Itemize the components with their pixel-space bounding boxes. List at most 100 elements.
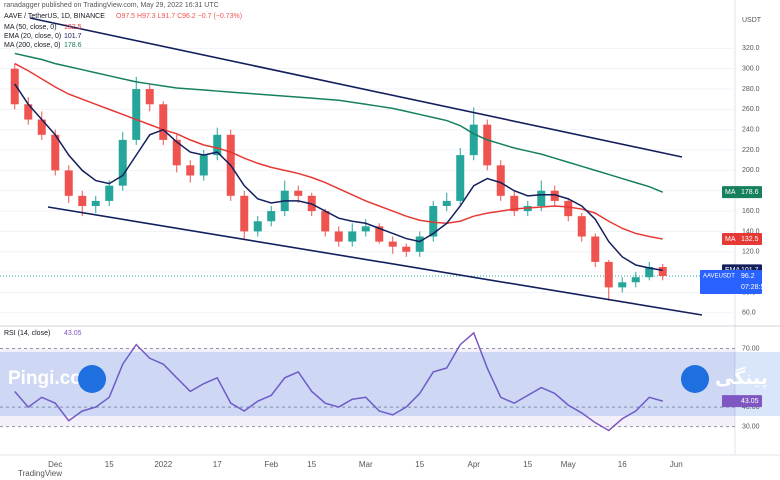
- candle-body: [240, 195, 249, 232]
- candle-body: [199, 155, 208, 176]
- candle-body: [577, 216, 586, 237]
- x-tick-label: Jun: [670, 460, 683, 469]
- badge-name: MA: [725, 189, 736, 196]
- candle-body: [321, 211, 330, 232]
- candle-body: [645, 267, 654, 278]
- x-tick-label: Apr: [468, 460, 481, 469]
- line-series: [14, 331, 663, 432]
- candle-body: [361, 226, 370, 232]
- ohlc: O97.5 H97.3 L91.7 C96.2 −0.7 (−0.73%): [116, 13, 242, 20]
- candle-body: [388, 241, 397, 247]
- price-badge: [722, 233, 762, 246]
- candle-body: [64, 170, 73, 196]
- y-tick-label: 70.00: [742, 345, 760, 352]
- candle-body: [564, 200, 573, 217]
- y-tick-label: 60.0: [742, 310, 756, 317]
- symbol: AAVE / TetherUS, 1D, BINANCE: [4, 13, 105, 20]
- y-tick-label: 320.0: [742, 45, 760, 52]
- candle-body: [10, 68, 19, 105]
- candle-body: [105, 185, 114, 201]
- x-tick-label: 15: [415, 460, 424, 469]
- candle-body: [159, 104, 168, 140]
- candle-body: [51, 134, 60, 171]
- last-price-badge: [700, 269, 762, 294]
- legend-value: 101.7: [64, 33, 82, 40]
- channel-upper: [29, 17, 683, 158]
- x-tick-label: 15: [307, 460, 316, 469]
- y-tick-label: 280.0: [742, 86, 760, 93]
- badge-value: 132.5: [741, 236, 759, 243]
- watermark-right-icon: [681, 365, 709, 393]
- candle-body: [334, 231, 343, 242]
- candle-body: [213, 134, 222, 156]
- price-badge: [722, 395, 762, 408]
- candle-body: [510, 195, 519, 212]
- candle-body: [550, 190, 559, 201]
- candle-body: [78, 195, 87, 206]
- x-tick-label: Dec: [48, 460, 62, 469]
- pane-title: RSI (14, close): [4, 330, 50, 337]
- unit: USDT: [742, 17, 762, 24]
- watermark-left-icon: [78, 365, 106, 393]
- candle-body: [145, 89, 154, 105]
- x-tick-label: 15: [523, 460, 532, 469]
- legend-value: 43.05: [64, 330, 82, 337]
- badge-value: 178.6: [741, 189, 759, 196]
- candle-body: [186, 165, 195, 176]
- line-series: [14, 52, 664, 193]
- candle-body: [604, 261, 613, 288]
- y-tick-label: 160.0: [742, 208, 760, 215]
- badge-name: MA: [725, 236, 736, 243]
- candle-body: [348, 231, 357, 242]
- channel-lower: [47, 206, 703, 316]
- legend-value: 178.6: [64, 42, 82, 49]
- candle-body: [172, 139, 181, 166]
- line-series: [14, 62, 663, 240]
- candle-body: [618, 282, 627, 288]
- candle-body: [415, 236, 424, 252]
- x-tick-label: Mar: [359, 460, 373, 469]
- candle-body: [118, 139, 127, 186]
- x-tick-label: 16: [618, 460, 627, 469]
- publisher: ranadagger published on TradingView.com,…: [4, 2, 219, 9]
- candle-body: [591, 236, 600, 262]
- y-tick-label: 30.00: [742, 423, 760, 430]
- legend-value: 132.5: [64, 24, 82, 31]
- y-tick-label: 120.0: [742, 249, 760, 256]
- symbol-badge: AAVEUSDT: [703, 274, 735, 280]
- rsi-band: [0, 348, 735, 427]
- x-tick-label: May: [561, 460, 576, 469]
- y-tick-label: 300.0: [742, 66, 760, 73]
- badge-value: 43.05: [741, 398, 759, 405]
- watermark-left: Pingi.co: [8, 368, 82, 389]
- price-badge: [722, 186, 762, 199]
- watermark-band: [0, 352, 780, 416]
- last-price: 96.2: [741, 273, 755, 280]
- x-tick-label: 2022: [154, 460, 172, 469]
- y-tick-label: 200.0: [742, 167, 760, 174]
- x-tick-label: 17: [213, 460, 222, 469]
- x-tick-label: 15: [105, 460, 114, 469]
- candle-body: [631, 277, 640, 283]
- candle-body: [537, 190, 546, 206]
- y-tick-label: 240.0: [742, 127, 760, 134]
- candle-body: [483, 124, 492, 166]
- candle-body: [375, 226, 384, 242]
- y-tick-label: 140.0: [742, 228, 760, 235]
- legend-entry: EMA (20, close, 0): [4, 33, 61, 40]
- candle-body: [402, 246, 411, 252]
- footer: TradingView: [18, 469, 62, 478]
- watermark-right: پینگی: [715, 366, 768, 389]
- countdown: 07:28:55: [741, 284, 768, 291]
- candle-body: [456, 155, 465, 201]
- candle-body: [429, 205, 438, 237]
- legend-entry: MA (50, close, 0): [4, 24, 57, 31]
- candle-body: [132, 89, 141, 140]
- line-series: [14, 83, 663, 272]
- x-tick-label: Feb: [264, 460, 278, 469]
- y-tick-label: 40.00: [742, 404, 760, 411]
- y-tick-label: 260.0: [742, 106, 760, 113]
- candle-body: [24, 104, 33, 120]
- candle-body: [267, 211, 276, 222]
